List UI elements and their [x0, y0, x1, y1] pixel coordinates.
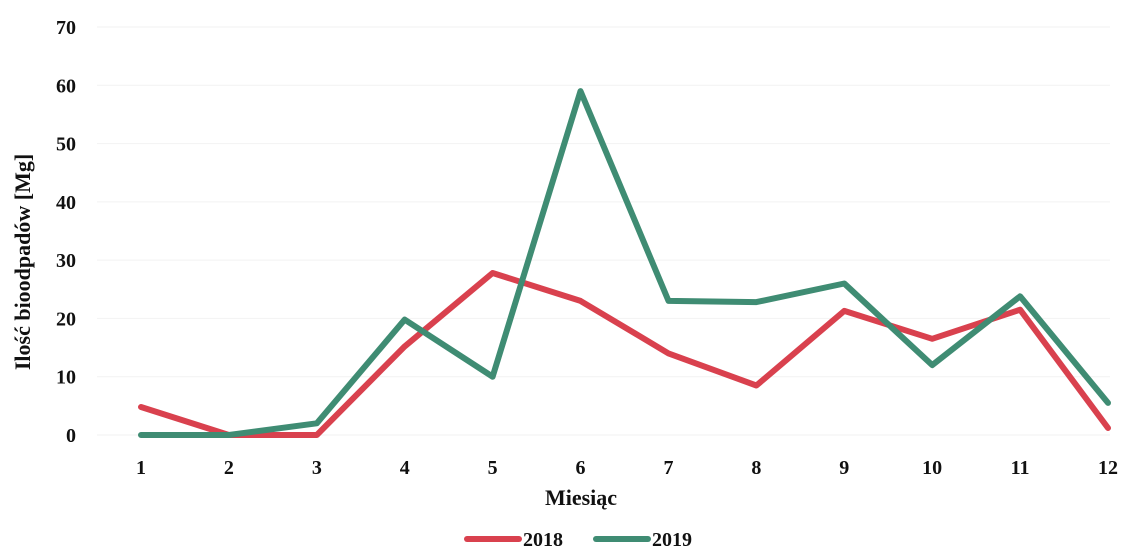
series-lines [138, 88, 1111, 438]
grid [97, 26, 1110, 436]
y-tick-label: 10 [56, 367, 76, 389]
y-tick-label: 70 [56, 17, 76, 39]
x-tick-label: 4 [400, 457, 410, 479]
x-tick-label: 9 [839, 457, 849, 479]
x-tick-label: 10 [922, 457, 942, 479]
y-tick-label: 20 [56, 308, 76, 330]
y-tick-label: 40 [56, 192, 76, 214]
y-axis-title: Ilość bioodpadów [Mg] [10, 154, 35, 370]
x-axis-title: Miesiąc [545, 485, 617, 510]
y-tick-label: 0 [66, 425, 76, 447]
x-tick-label: 5 [488, 457, 498, 479]
x-tick-label: 1 [136, 457, 146, 479]
x-tick-label: 7 [663, 457, 673, 479]
legend-label-2018: 2018 [523, 529, 563, 551]
x-axis-ticks: 1 2 3 4 5 6 7 8 9 10 11 12 [136, 457, 1118, 479]
x-tick-label: 3 [312, 457, 322, 479]
legend: 2018 2019 [464, 529, 692, 551]
x-tick-label: 8 [751, 457, 761, 479]
series-line-2019 [138, 88, 1111, 438]
y-tick-label: 60 [56, 75, 76, 97]
y-tick-label: 50 [56, 134, 76, 156]
legend-label-2019: 2019 [652, 529, 692, 551]
x-tick-label: 2 [224, 457, 234, 479]
series-line-2018 [138, 270, 1111, 438]
x-tick-label: 6 [576, 457, 586, 479]
x-tick-label: 11 [1011, 457, 1030, 479]
y-axis-ticks: 0 10 20 30 40 50 60 70 [56, 17, 76, 447]
y-tick-label: 30 [56, 250, 76, 272]
x-tick-label: 12 [1098, 457, 1118, 479]
